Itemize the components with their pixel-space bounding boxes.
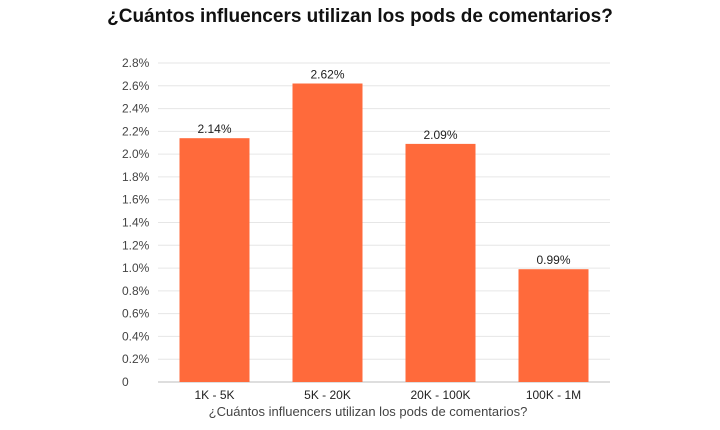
data-labels: 2.14% 2.62% 2.09% 0.99% bbox=[197, 68, 570, 268]
x-tick-label: 5K - 20K bbox=[304, 388, 351, 402]
y-tick-label: 0.4% bbox=[122, 329, 150, 343]
x-axis-tick-labels: 1K - 5K 5K - 20K 20K - 100K 100K - 1M bbox=[194, 388, 581, 402]
y-axis-tick-labels: 0 0.2% 0.4% 0.6% 0.8% 1.0% 1.2% 1.4% 1.6% 1.8% 2.0… bbox=[122, 56, 150, 389]
x-tick-label: 1K - 5K bbox=[194, 388, 234, 402]
y-tick-label: 1.0% bbox=[122, 261, 150, 275]
y-tick-label: 1.4% bbox=[122, 216, 150, 230]
y-tick-label: 2.0% bbox=[122, 147, 150, 161]
data-label: 2.14% bbox=[197, 122, 231, 136]
x-tick-label: 100K - 1M bbox=[526, 388, 581, 402]
bar bbox=[518, 269, 589, 382]
data-label: 0.99% bbox=[536, 253, 570, 267]
y-tick-label: 1.6% bbox=[122, 193, 150, 207]
y-tick-label: 0 bbox=[122, 375, 129, 389]
y-tick-label: 2.2% bbox=[122, 124, 150, 138]
chart-title: ¿Cuántos influencers utilizan los pods d… bbox=[107, 6, 613, 27]
y-tick-label: 2.8% bbox=[122, 56, 150, 70]
y-tick-label: 0.2% bbox=[122, 352, 150, 366]
y-tick-label: 2.6% bbox=[122, 79, 150, 93]
bar bbox=[405, 143, 476, 382]
y-tick-label: 0.8% bbox=[122, 284, 150, 298]
data-label: 2.62% bbox=[310, 68, 344, 82]
y-tick-label: 0.6% bbox=[122, 307, 150, 321]
data-label: 2.09% bbox=[423, 128, 457, 142]
y-tick-label: 2.4% bbox=[122, 102, 150, 116]
x-tick-label: 20K - 100K bbox=[410, 388, 470, 402]
y-tick-label: 1.2% bbox=[122, 238, 150, 252]
y-tick-label: 1.8% bbox=[122, 170, 150, 184]
bar bbox=[292, 83, 363, 382]
bar bbox=[179, 138, 250, 382]
bars bbox=[179, 83, 589, 382]
x-axis-title: ¿Cuántos influencers utilizan los pods d… bbox=[208, 404, 528, 419]
